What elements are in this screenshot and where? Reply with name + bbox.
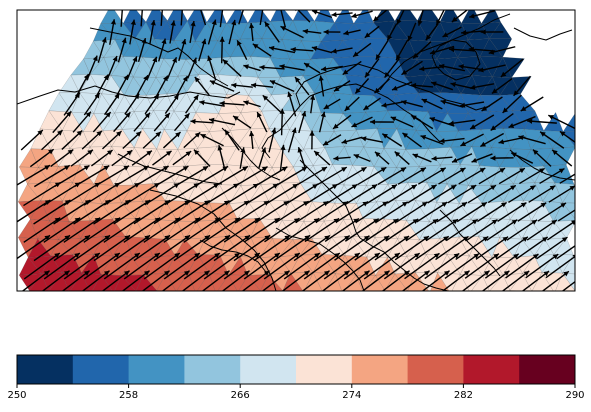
wind-arrow-head bbox=[220, 1, 225, 6]
wind-arrow-head bbox=[277, 1, 282, 6]
wind-arrow-head bbox=[180, 3, 185, 8]
wind-arrow-head bbox=[140, 2, 145, 7]
wind-arrow-head bbox=[120, 1, 125, 6]
colorbar-tick-label: 258 bbox=[119, 390, 138, 401]
colorbar-tick-label: 290 bbox=[565, 390, 584, 401]
colorbar-swatch bbox=[296, 355, 352, 384]
colorbar-swatches bbox=[17, 355, 576, 384]
colorbar-swatch bbox=[73, 355, 129, 384]
wind-arrow-head bbox=[583, 271, 589, 276]
colorbar-swatch bbox=[17, 355, 73, 384]
colorbar-swatch bbox=[463, 355, 519, 384]
wind-arrow-head bbox=[198, 3, 203, 9]
map-plot-area bbox=[14, 1, 589, 297]
colorbar-tick-label: 282 bbox=[454, 390, 473, 401]
colorbar-tick-label: 250 bbox=[7, 390, 26, 401]
colorbar-tick-label: 274 bbox=[342, 390, 361, 401]
colorbar-swatch bbox=[408, 355, 464, 384]
wind-arrow-head bbox=[260, 3, 265, 8]
colorbar-swatch bbox=[184, 355, 240, 384]
wind-arrow-head bbox=[580, 203, 586, 208]
colorbar-swatch bbox=[352, 355, 408, 384]
wind-arrow-head bbox=[582, 237, 588, 242]
colorbar-tick-label: 266 bbox=[231, 390, 250, 401]
wind-arrow-head bbox=[579, 169, 585, 174]
colorbar: 250 258 266 274 282 290 bbox=[7, 355, 584, 401]
colorbar-swatch bbox=[129, 355, 185, 384]
wind-arrow-head bbox=[160, 2, 165, 7]
colorbar-ticks: 250 258 266 274 282 290 bbox=[7, 384, 584, 401]
colorbar-swatch bbox=[240, 355, 296, 384]
colorbar-swatch bbox=[519, 355, 575, 384]
wind-arrow-head bbox=[241, 4, 246, 10]
